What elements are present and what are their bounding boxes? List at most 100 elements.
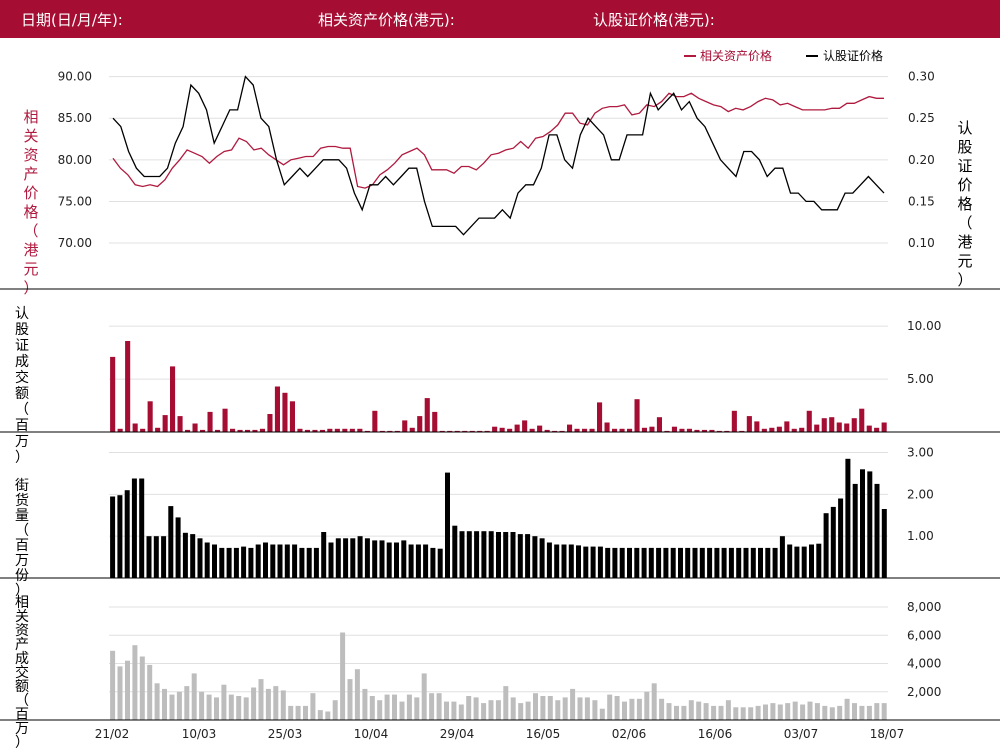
bar (641, 427, 647, 432)
bar (739, 430, 745, 432)
right-axis-title: 认股证价格（港元） (957, 119, 972, 289)
bar (814, 424, 820, 432)
bar (716, 430, 722, 432)
bar (277, 544, 283, 578)
bar (248, 547, 254, 578)
bar (656, 417, 662, 432)
bar (245, 429, 251, 432)
bar (844, 423, 850, 432)
bar (473, 697, 479, 720)
bar (458, 704, 464, 720)
bar (694, 429, 700, 432)
bar (822, 705, 828, 720)
bar (674, 705, 679, 720)
bar (561, 544, 567, 578)
bar (259, 428, 265, 432)
bar (325, 711, 331, 720)
bar (354, 669, 360, 720)
bar (629, 698, 635, 720)
bar (132, 423, 138, 432)
bar (711, 705, 717, 720)
bar (794, 546, 800, 578)
bar (758, 547, 763, 578)
bar (437, 548, 443, 578)
bar (192, 423, 198, 432)
x-tick-label: 02/06 (612, 727, 647, 741)
bar (592, 700, 598, 720)
bar (146, 536, 152, 578)
bar (707, 547, 713, 578)
bar (651, 683, 657, 720)
bar (533, 693, 538, 720)
bar (699, 547, 705, 578)
bar (605, 547, 611, 578)
bar (514, 424, 520, 432)
bar (255, 544, 261, 578)
date-label: 日期(日/月/年): (21, 11, 123, 29)
panel-axis-title: 认股证成交额（百万） (15, 306, 29, 466)
bar (154, 683, 160, 720)
bar (237, 429, 243, 432)
right-tick-label: 3.00 (907, 446, 934, 460)
bar (510, 532, 516, 578)
right-tick-label: 0.30 (908, 70, 935, 84)
bar (139, 656, 145, 720)
bar (488, 531, 494, 578)
panel-axis-title: 街货量（百万份） (15, 478, 29, 599)
bar (280, 690, 286, 720)
bar (532, 536, 538, 578)
bar (233, 547, 239, 578)
left-tick-label: 85.00 (58, 111, 92, 125)
bar (117, 666, 123, 720)
bar (230, 428, 236, 432)
bar (340, 632, 346, 720)
bar (503, 686, 509, 720)
bar (634, 547, 640, 578)
bar (791, 428, 797, 432)
bar (540, 696, 546, 720)
bar (867, 471, 873, 578)
bar (576, 545, 581, 578)
bar (222, 408, 228, 432)
bar (718, 705, 724, 720)
bar (525, 534, 531, 578)
bar (394, 542, 399, 578)
bar (212, 544, 217, 578)
bar (724, 430, 730, 432)
bar (432, 411, 438, 432)
bar (731, 410, 737, 432)
bar (219, 547, 225, 578)
bar (406, 694, 412, 720)
bar (162, 688, 167, 720)
bar (402, 420, 408, 432)
bar (125, 341, 131, 432)
bar (228, 694, 234, 720)
bar (503, 532, 509, 578)
bar (342, 428, 348, 432)
bar (327, 428, 333, 432)
bar (859, 408, 865, 432)
bar (417, 416, 423, 432)
bar (852, 483, 858, 578)
bar (507, 428, 513, 432)
bar (155, 427, 161, 432)
bar (574, 428, 580, 432)
bar (799, 427, 805, 432)
bar (692, 547, 698, 578)
bar (295, 705, 301, 720)
bar (829, 707, 835, 720)
bar (688, 700, 694, 720)
right-tick-label: 10.00 (907, 319, 941, 333)
left-tick-label: 80.00 (58, 153, 92, 167)
bar (838, 498, 844, 578)
bar (299, 547, 305, 578)
bar (317, 710, 323, 720)
bar (364, 430, 370, 432)
bar (622, 701, 627, 720)
right-tick-label: 0.10 (908, 236, 935, 250)
bar (604, 422, 610, 432)
bar (177, 416, 183, 432)
bar (562, 697, 568, 720)
bar (685, 547, 691, 578)
bar (703, 703, 709, 720)
